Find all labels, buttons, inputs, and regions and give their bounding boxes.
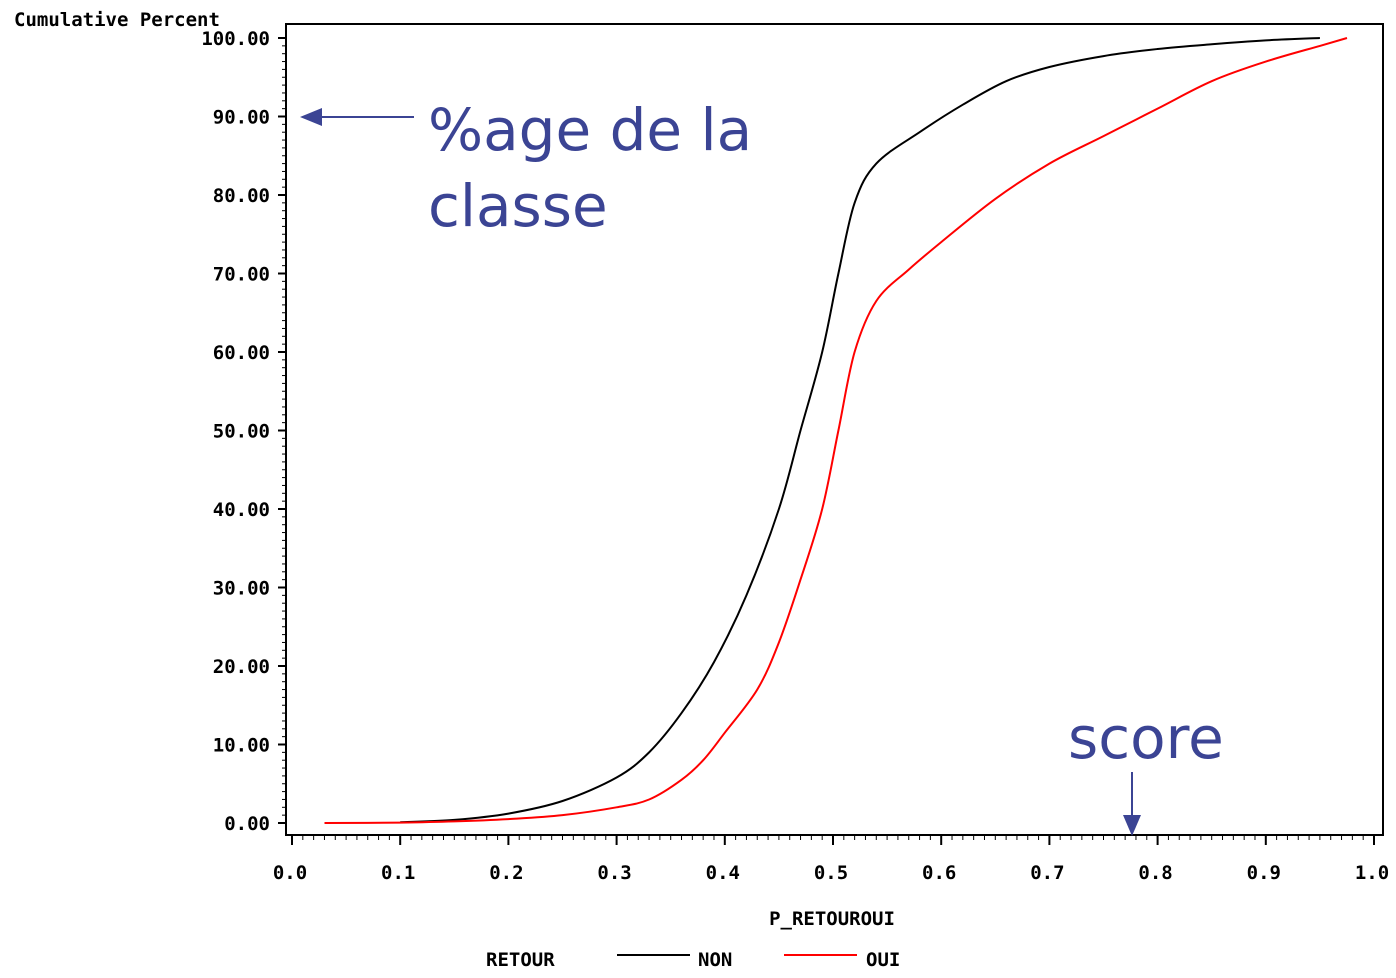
series-line-oui [324, 37, 1348, 824]
x-tick-label: 0.0 [273, 862, 307, 884]
series-line-non [400, 37, 1320, 824]
y-tick-label: 40.00 [213, 499, 270, 521]
x-tick-label: 0.4 [706, 862, 740, 884]
x-tick-label: 0.1 [381, 862, 415, 884]
y-axis: 0.00 10.00 20.00 30.00 40.00 50.00 60.00 70.00 8… [201, 28, 286, 835]
annotation-class-pct: %age de la classe [300, 96, 752, 240]
x-tick-label: 0.6 [922, 862, 956, 884]
x-tick-label: 0.2 [489, 862, 523, 884]
annotation-class-pct-line-1: %age de la [428, 96, 752, 164]
annotation-class-pct-line-2: classe [428, 172, 608, 240]
legend-label-non: NON [698, 949, 732, 971]
y-tick-label: 50.00 [213, 421, 270, 443]
legend-label-oui: OUI [866, 949, 900, 971]
annotation-arrow-left-head [300, 108, 322, 126]
y-tick-label: 20.00 [213, 656, 270, 678]
y-tick-label: 0.00 [224, 813, 270, 835]
x-tick-label: 0.5 [814, 862, 848, 884]
series-layer [324, 37, 1348, 824]
x-tick-label: 0.8 [1138, 862, 1172, 884]
y-tick-label: 30.00 [213, 578, 270, 600]
legend: RETOUR NON OUI [486, 949, 900, 971]
x-tick-label: 0.3 [597, 862, 631, 884]
y-axis-title: Cumulative Percent [14, 9, 220, 31]
y-tick-label: 90.00 [213, 107, 270, 129]
y-tick-label: 10.00 [213, 735, 270, 757]
legend-title: RETOUR [486, 949, 555, 971]
x-tick-label: 0.7 [1030, 862, 1064, 884]
y-tick-label: 100.00 [201, 28, 270, 50]
annotation-score: score [1068, 704, 1224, 836]
x-axis-title: P_RETOUROUI [769, 908, 895, 930]
annotation-score-text: score [1068, 704, 1224, 772]
y-tick-label: 70.00 [213, 264, 270, 286]
x-axis: 0.0 0.1 0.2 0.3 0.4 0.5 0.6 0.7 0.8 0.9 1.0 [273, 835, 1389, 884]
y-tick-label: 60.00 [213, 342, 270, 364]
x-tick-label: 0.9 [1247, 862, 1281, 884]
y-tick-label: 80.00 [213, 185, 270, 207]
annotation-arrow-down-head [1123, 815, 1141, 836]
x-tick-label: 1.0 [1355, 862, 1389, 884]
